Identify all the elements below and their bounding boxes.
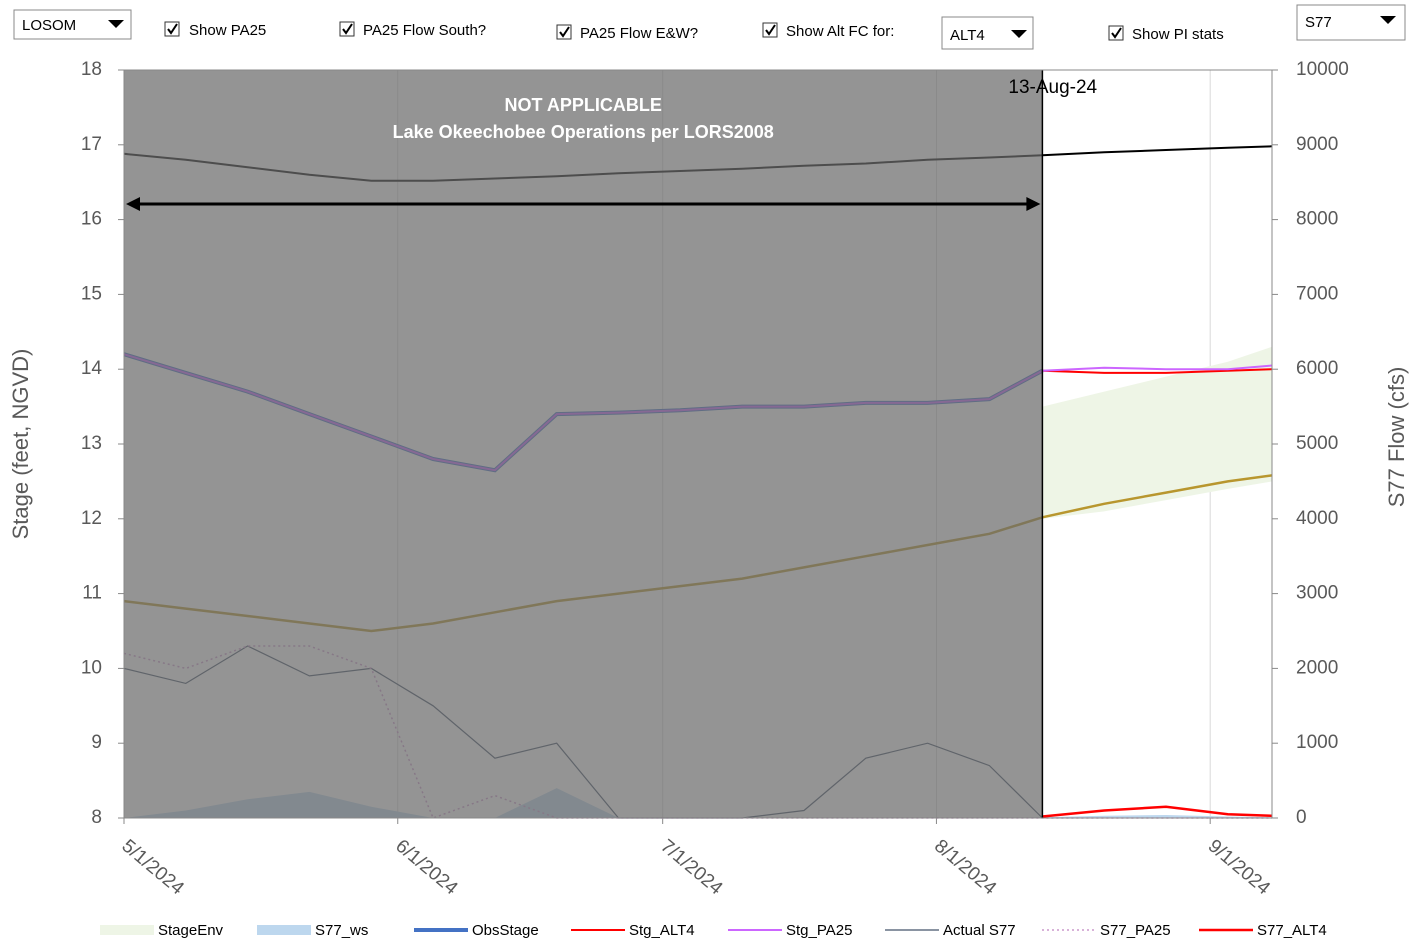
y2-tick-label: 5000 — [1296, 433, 1338, 454]
legend-swatch — [100, 925, 154, 935]
not-applicable-overlay — [124, 70, 1043, 818]
dropdown-arrow — [108, 20, 124, 28]
y-tick-label: 17 — [81, 134, 102, 155]
structure-dropdown-text: S77 — [1305, 14, 1332, 31]
checkbox-label: PA25 Flow E&W? — [580, 25, 698, 42]
y2-tick-label: 9000 — [1296, 134, 1338, 155]
y2-tick-label: 4000 — [1296, 508, 1338, 529]
y-tick-label: 8 — [91, 807, 102, 828]
today-label: 13-Aug-24 — [1008, 77, 1097, 98]
dropdown-arrow — [1011, 30, 1027, 38]
y-tick-label: 16 — [81, 209, 102, 230]
legend-label: S77_ALT4 — [1257, 922, 1327, 939]
model-dropdown-text: LOSOM — [22, 17, 76, 34]
legend-label: S77_ws — [315, 922, 368, 939]
plot-border — [123, 69, 1273, 819]
y-tick-label: 14 — [81, 358, 103, 379]
y-tick-label: 10 — [81, 657, 102, 678]
y2-tick-label: 8000 — [1296, 209, 1338, 230]
checkmarks — [167, 23, 1122, 39]
legend-label: StageEnv — [158, 922, 224, 939]
series-line — [1042, 805, 1273, 818]
y-tick-label: 18 — [81, 59, 102, 80]
y2-tick-label: 1000 — [1296, 732, 1338, 753]
y2-tick-label: 0 — [1296, 807, 1307, 828]
controls: LOSOM Show PA25 PA25 Flow South? PA25 Fl… — [13, 4, 1406, 50]
y-tick-label: 13 — [81, 433, 102, 454]
legend-label: ObsStage — [472, 922, 539, 939]
annotation: NOT APPLICABLE — [505, 95, 662, 115]
y2-tick-label: 3000 — [1296, 583, 1338, 604]
annotation: Lake Okeechobee Operations per LORS2008 — [393, 122, 774, 142]
y-tick-label: 12 — [81, 508, 102, 529]
dropdown-arrow — [1380, 16, 1396, 24]
y-axis-title: Stage (feet, NGVD) — [8, 349, 33, 540]
series-line — [1042, 368, 1273, 374]
stage-envelope — [1042, 346, 1272, 519]
model-dropdown[interactable] — [13, 9, 132, 40]
alt-dropdown-text: ALT4 — [950, 27, 985, 44]
checkbox-label: PA25 Flow South? — [363, 22, 486, 39]
x-tick-label: 8/1/2024 — [930, 836, 1000, 900]
legend-swatch — [257, 925, 311, 935]
checkbox-label: Show Alt FC for: — [786, 23, 894, 40]
checkbox-label: Show PI stats — [1132, 26, 1224, 43]
y-tick-label: 11 — [82, 583, 102, 604]
y2-tick-label: 10000 — [1296, 59, 1349, 80]
y2-axis-title: S77 Flow (cfs) — [1384, 367, 1409, 508]
x-tick-label: 6/1/2024 — [391, 836, 461, 900]
x-tick-label: 9/1/2024 — [1204, 836, 1274, 900]
x-tick-label: 7/1/2024 — [656, 836, 726, 900]
legend-label: Stg_ALT4 — [629, 922, 695, 939]
y-tick-label: 9 — [91, 732, 102, 753]
legend-label: Stg_PA25 — [786, 922, 852, 939]
y2-tick-label: 2000 — [1296, 657, 1338, 678]
y2-tick-label: 6000 — [1296, 358, 1338, 379]
plot: 8 9 10 11 12 13 14 15 16 17 18 0 1000 2000 3000 4000 500… — [8, 59, 1409, 939]
legend-label: S77_PA25 — [1100, 922, 1171, 939]
legend-label: Actual S77 — [943, 922, 1016, 939]
checkbox-label: Show PA25 — [189, 22, 266, 39]
y2-tick-label: 7000 — [1296, 283, 1338, 304]
y-tick-label: 15 — [81, 283, 102, 304]
x-tick-label: 5/1/2024 — [118, 836, 188, 900]
